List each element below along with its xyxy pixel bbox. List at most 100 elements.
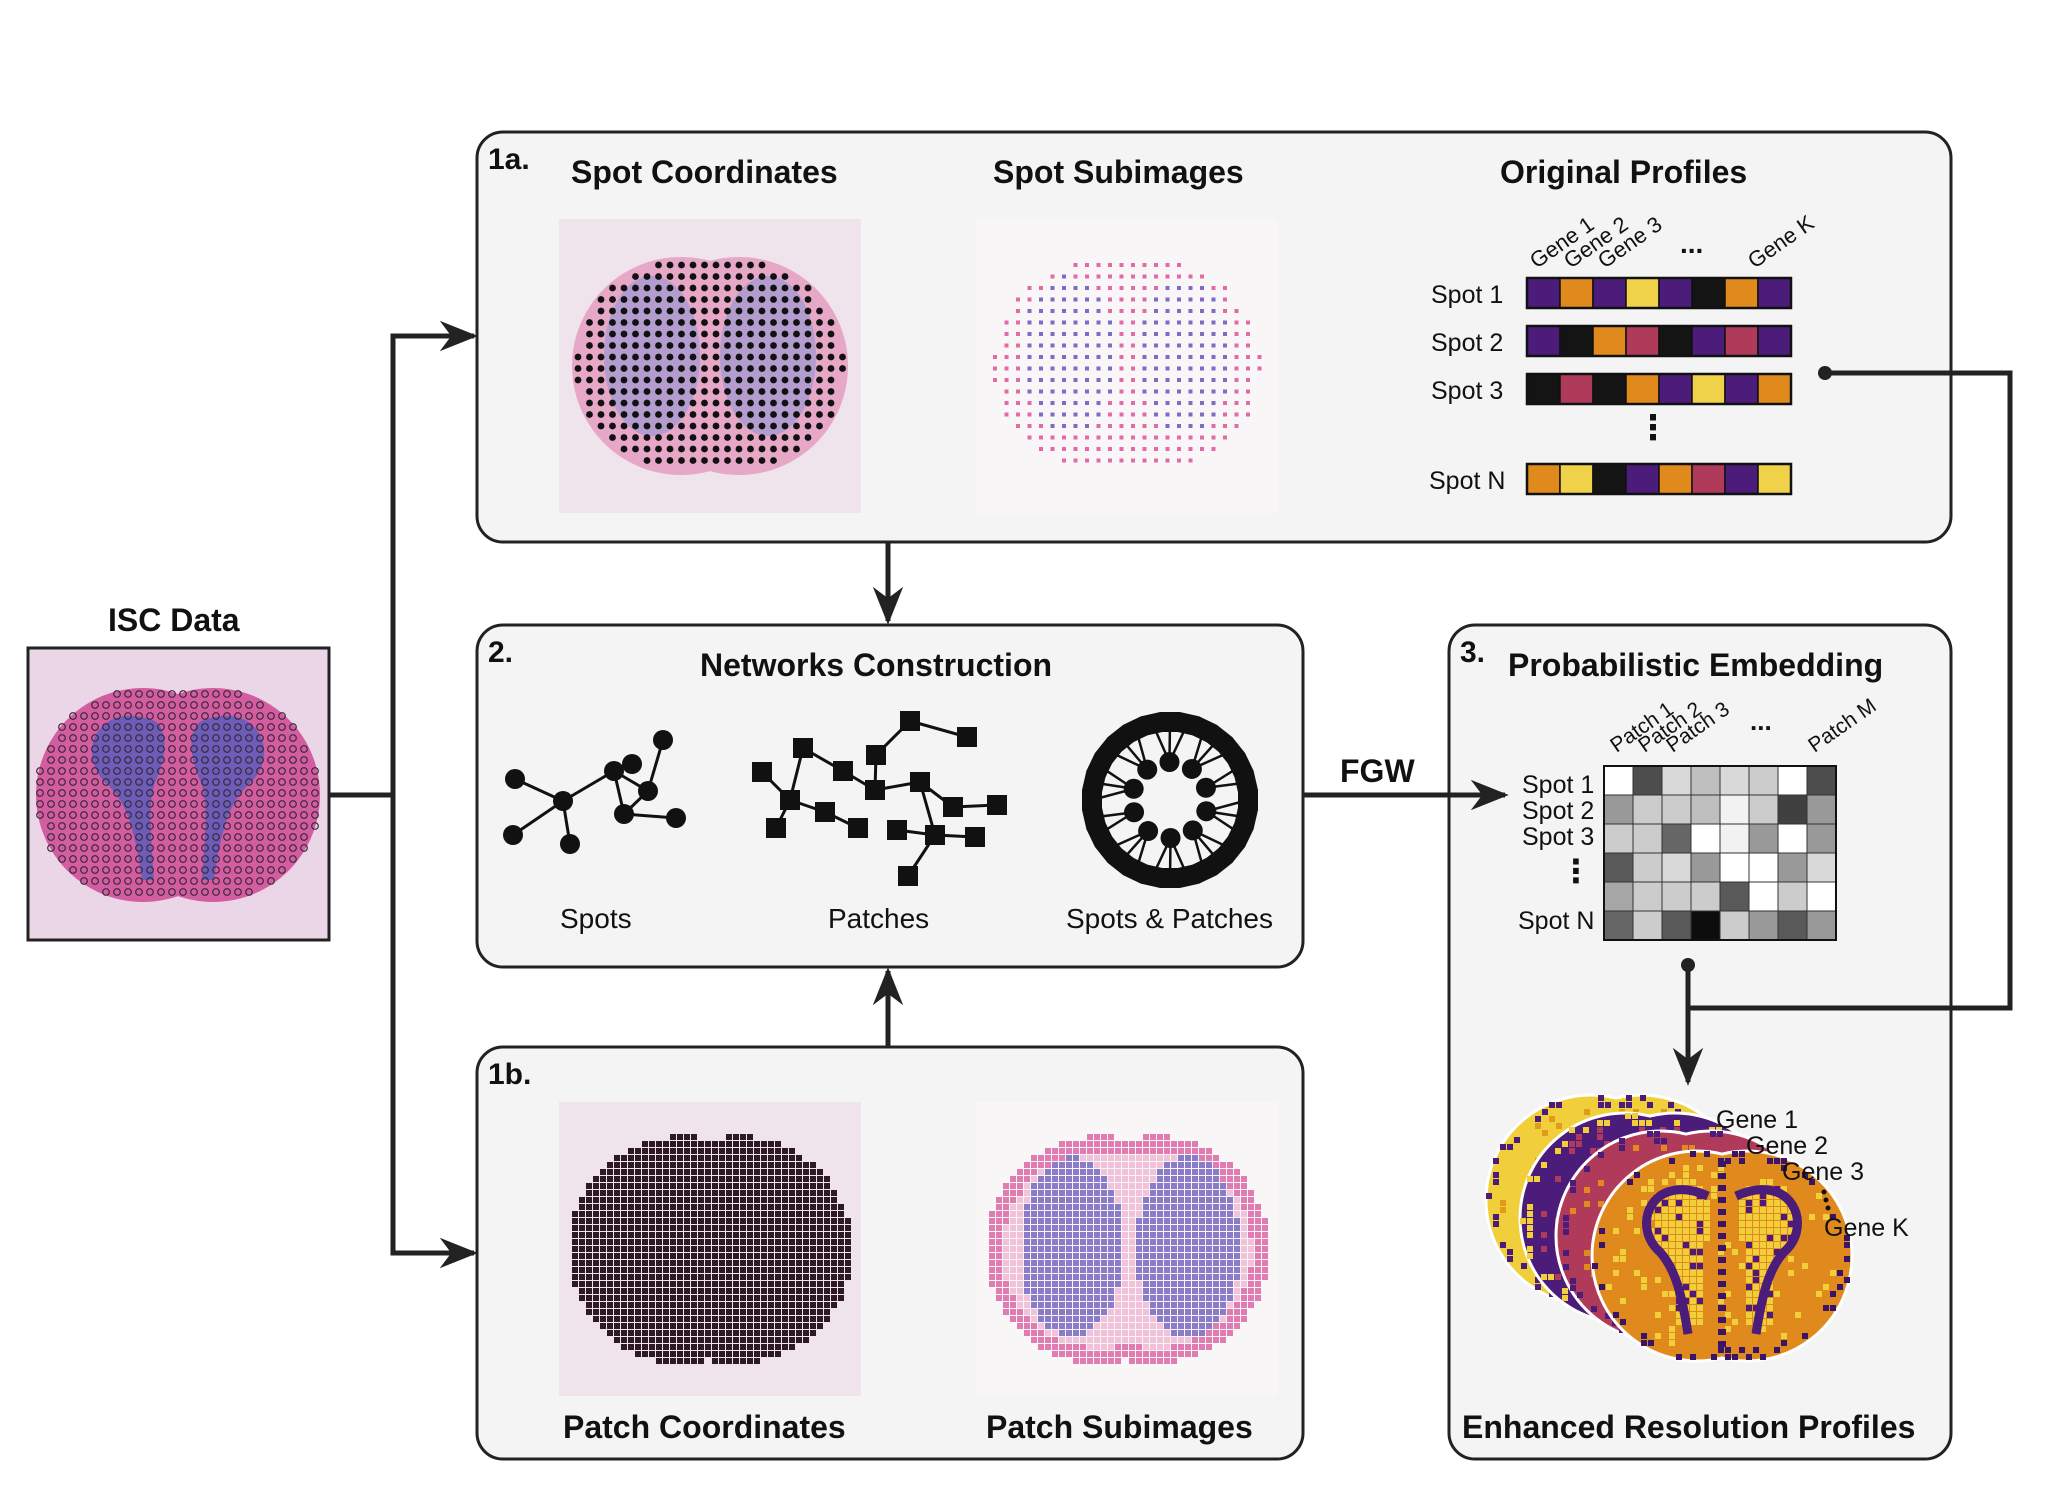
patch-coord-cell	[642, 1253, 648, 1259]
patch-coord-cell	[789, 1260, 795, 1266]
patch-subimage-cell	[1038, 1211, 1044, 1217]
patch-subimage-cell	[1255, 1260, 1261, 1266]
patch-coord-cell	[782, 1309, 788, 1315]
enhanced-pixel	[1676, 1249, 1682, 1255]
spot-dot	[747, 445, 754, 453]
spot-dot	[793, 296, 800, 303]
patch-coord-cell	[733, 1260, 739, 1266]
patch-subimage-cell	[1164, 1232, 1170, 1238]
enhanced-pixel	[1662, 1228, 1668, 1234]
patch-coord-cell	[810, 1267, 816, 1273]
enhanced-pixel	[1753, 1249, 1759, 1255]
spot-dot	[770, 353, 777, 361]
patch-coord-cell	[684, 1309, 690, 1315]
patch-coord-cell	[782, 1239, 788, 1245]
patch-subimage-cell	[1241, 1302, 1247, 1308]
patch-coord-cell	[691, 1183, 697, 1189]
patch-coord-cell	[684, 1344, 690, 1350]
patch-subimage-cell	[1150, 1281, 1156, 1287]
patch-coord-cell	[656, 1309, 662, 1315]
spot-dot	[793, 342, 800, 349]
profile-cell	[1592, 325, 1627, 357]
spot-subimage	[1177, 378, 1181, 382]
isc-data-title: ISC Data	[108, 602, 240, 638]
isc-spot	[311, 811, 319, 819]
enhanced-pixel	[1535, 1123, 1541, 1129]
patch-coord-cell	[691, 1232, 697, 1238]
patch-subimage-cell	[1052, 1225, 1058, 1231]
spot-dot	[758, 261, 766, 269]
panel-1a-id: 1a.	[488, 143, 530, 176]
spot-subimage	[1188, 401, 1193, 405]
patch-coord-cell	[838, 1253, 844, 1259]
patch-subimage-cell	[1031, 1211, 1037, 1217]
patch-subimage-cell	[1129, 1260, 1135, 1266]
patch-coord-cell	[586, 1204, 592, 1210]
spot-dot	[735, 422, 743, 430]
patch-coord-cell	[726, 1225, 732, 1231]
patch-subimage-cell	[1108, 1260, 1114, 1266]
isc-spot	[267, 833, 275, 841]
enhanced-pixel	[1697, 1165, 1703, 1171]
spot-dot	[655, 365, 662, 372]
spot-dot	[804, 353, 812, 361]
patch-subimage-cell	[1080, 1211, 1086, 1217]
enhanced-pixel	[1746, 1284, 1752, 1290]
enhanced-pixel	[1669, 1158, 1675, 1164]
spot-dot	[747, 273, 754, 280]
isc-spot	[190, 723, 198, 731]
patch-coord-cell	[614, 1197, 620, 1203]
patch-subimage-cell	[1192, 1260, 1198, 1266]
patch-coord-cell	[663, 1225, 669, 1231]
patch-subimage-cell	[1199, 1260, 1205, 1266]
patch-coord-cell	[726, 1183, 732, 1189]
patch-coord-cell	[782, 1190, 788, 1196]
isc-spot	[135, 712, 143, 720]
patch-coord-cell	[712, 1253, 718, 1259]
patch-subimage-cell	[1101, 1141, 1107, 1147]
patch-subimage-cell	[1248, 1302, 1254, 1308]
patch-subimage-cell	[1129, 1337, 1135, 1343]
spot-dot	[655, 388, 662, 395]
isc-spot	[223, 844, 231, 852]
spot-dot	[827, 388, 835, 395]
patch-subimage-cell	[1115, 1302, 1121, 1308]
spot-subimage	[1188, 378, 1193, 382]
spot-subimage	[1246, 332, 1250, 336]
isc-spot	[69, 822, 77, 830]
patch-coord-cell	[796, 1337, 802, 1343]
isc-spot	[124, 822, 132, 830]
patch-coord-cell	[572, 1267, 578, 1273]
patch-subimage-cell	[1122, 1309, 1128, 1315]
patch-subimage-cell	[1206, 1190, 1212, 1196]
patch-subimage-cell	[1199, 1155, 1205, 1161]
patch-coord-cell	[705, 1330, 711, 1336]
enhanced-pixel	[1683, 1172, 1689, 1178]
patch-subimages-image	[989, 1134, 1268, 1364]
patch-coord-cell	[572, 1239, 578, 1245]
spot-dot	[609, 296, 616, 303]
patch-coord-cell	[684, 1148, 690, 1154]
patch-subimage-cell	[1157, 1148, 1163, 1154]
spot-dot	[827, 330, 835, 338]
patch-coord-cell	[628, 1225, 634, 1231]
spot-subimage	[1119, 389, 1124, 394]
patch-subimage-cell	[1045, 1148, 1051, 1154]
patch-subimage-cell	[1143, 1232, 1149, 1238]
patch-subimage-cell	[1164, 1155, 1170, 1161]
enhanced-pixel	[1605, 1102, 1611, 1108]
spot-subimage	[1073, 458, 1078, 463]
spot-subimage	[1131, 297, 1135, 302]
patch-subimage-cell	[1171, 1232, 1177, 1238]
patch-coord-cell	[719, 1190, 725, 1196]
patch-coord-cell	[621, 1162, 627, 1168]
enhanced-pixel	[1662, 1242, 1668, 1248]
patch-coord-cell	[705, 1190, 711, 1196]
patch-coord-cell	[789, 1316, 795, 1322]
patch-coord-cell	[719, 1232, 725, 1238]
patch-coord-cell	[593, 1260, 599, 1266]
spot-dot	[666, 261, 674, 269]
patch-subimage-cell	[1199, 1239, 1205, 1245]
patch-coord-cell	[684, 1253, 690, 1259]
patch-subimage-cell	[1199, 1302, 1205, 1308]
